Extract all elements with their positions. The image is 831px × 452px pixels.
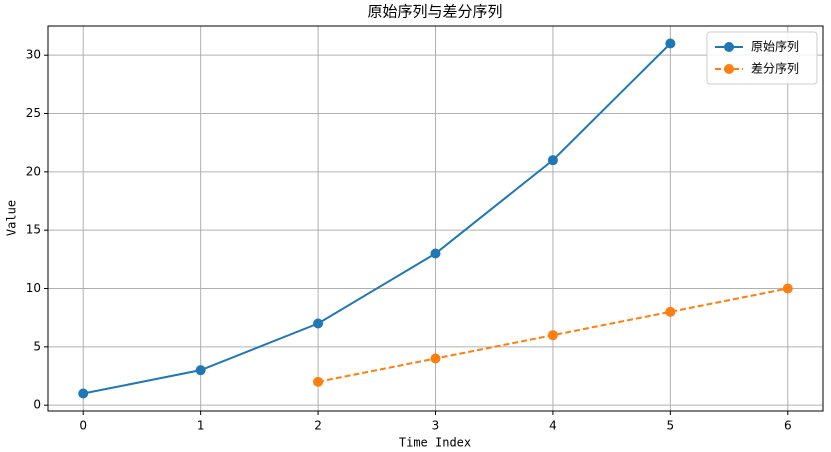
point bbox=[547, 330, 558, 341]
y-tick-label: 5 bbox=[33, 339, 41, 353]
y-tick-label: 0 bbox=[33, 398, 41, 412]
legend-box bbox=[706, 31, 818, 85]
point bbox=[430, 248, 441, 259]
point bbox=[665, 306, 676, 317]
chart-title: 原始序列与差分序列 bbox=[367, 3, 502, 21]
x-tick-label: 3 bbox=[432, 419, 440, 433]
legend-label: 差分序列 bbox=[751, 61, 799, 76]
point bbox=[195, 365, 206, 376]
x-tick-label: 2 bbox=[314, 419, 322, 433]
point bbox=[782, 283, 793, 294]
y-tick-label: 15 bbox=[26, 223, 41, 237]
y-tick-label: 20 bbox=[26, 164, 41, 178]
x-tick-label: 0 bbox=[79, 419, 87, 433]
x-tick-label: 5 bbox=[667, 419, 675, 433]
point bbox=[430, 353, 441, 364]
y-tick-label: 30 bbox=[26, 48, 41, 62]
point bbox=[547, 155, 558, 166]
legend-marker bbox=[724, 42, 734, 52]
x-axis-label: Time Index bbox=[399, 436, 471, 450]
y-axis-label: Value bbox=[5, 200, 19, 236]
plot-frame bbox=[47, 25, 824, 412]
legend-label: 原始序列 bbox=[751, 39, 799, 54]
point bbox=[313, 318, 324, 329]
legend-marker bbox=[724, 64, 734, 74]
y-tick-label: 10 bbox=[26, 281, 41, 295]
x-tick-label: 1 bbox=[197, 419, 205, 433]
x-tick-label: 4 bbox=[549, 419, 557, 433]
point bbox=[78, 388, 89, 399]
x-tick-label: 6 bbox=[784, 419, 792, 433]
point bbox=[665, 38, 676, 49]
y-tick-label: 25 bbox=[26, 106, 41, 120]
series-line bbox=[83, 42, 672, 395]
point bbox=[313, 376, 324, 387]
